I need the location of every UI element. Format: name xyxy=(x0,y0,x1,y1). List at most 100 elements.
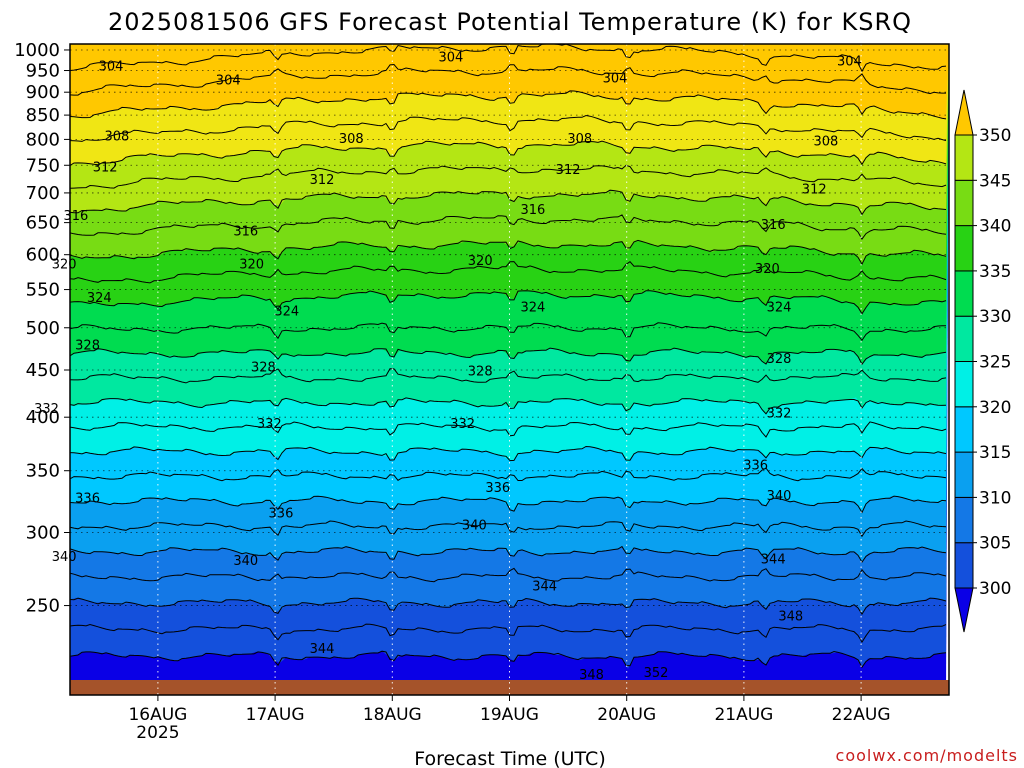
contour-line xyxy=(70,214,947,241)
contour-label: 308 xyxy=(104,129,129,144)
x-tick-sublabel: 2025 xyxy=(136,723,179,743)
contour-line xyxy=(70,445,947,462)
contour-label: 340 xyxy=(462,518,487,533)
x-tick-label: 16AUG xyxy=(128,705,187,725)
y-tick-label: 800 xyxy=(26,129,60,150)
colorbar-segment xyxy=(954,496,974,544)
colorbar-segment xyxy=(954,406,974,453)
credit-text: coolwx.com/modelts xyxy=(836,746,1018,765)
contour-line xyxy=(70,567,947,583)
contour-label: 308 xyxy=(339,132,364,147)
contour-label: 328 xyxy=(468,364,493,379)
contour-line xyxy=(70,44,947,73)
contour-label: 308 xyxy=(814,134,839,149)
x-tick-label: 19AUG xyxy=(480,705,539,725)
y-tick-label: 450 xyxy=(26,360,60,381)
contour-label: 324 xyxy=(274,305,299,320)
y-tick-label: 900 xyxy=(26,82,60,103)
contour-label: 340 xyxy=(233,554,258,569)
contour-line xyxy=(70,164,947,189)
contour-label: 328 xyxy=(767,352,792,367)
y-tick-label: 600 xyxy=(26,245,60,266)
contour-label: 312 xyxy=(93,160,118,175)
colorbar-label: 350 xyxy=(979,126,1011,146)
colorbar-label: 330 xyxy=(979,307,1011,327)
contour-label: 320 xyxy=(468,254,493,269)
colorbar-label: 310 xyxy=(979,488,1011,508)
contour-label: 324 xyxy=(521,301,546,316)
y-tick-label: 500 xyxy=(26,318,60,339)
contour-line xyxy=(70,368,947,384)
colorbar-label: 320 xyxy=(979,398,1011,418)
contour-label: 344 xyxy=(761,553,786,568)
contour-line xyxy=(70,650,947,669)
contour-label: 316 xyxy=(761,218,786,233)
contour-label: 304 xyxy=(438,51,463,66)
contour-line xyxy=(70,261,947,284)
x-tick-label: 21AUG xyxy=(714,705,773,725)
colorbar-label: 325 xyxy=(979,353,1011,373)
x-tick-label: 20AUG xyxy=(597,705,656,725)
contour-label: 320 xyxy=(755,262,780,277)
contour-line xyxy=(70,495,947,514)
contour-label: 336 xyxy=(485,481,510,496)
contour-line xyxy=(70,623,947,644)
contour-line xyxy=(70,597,947,616)
colorbar-segment xyxy=(954,315,974,363)
contour-label: 336 xyxy=(269,507,294,522)
contour-label: 304 xyxy=(216,74,241,89)
contour-label: 312 xyxy=(310,173,335,188)
colorbar-label: 340 xyxy=(979,217,1011,237)
contour-line xyxy=(70,467,947,482)
y-tick-label: 350 xyxy=(26,461,60,482)
contour-line xyxy=(70,90,947,120)
colorbar-segment xyxy=(954,179,974,227)
contour-label: 332 xyxy=(767,407,792,422)
contour-label: 344 xyxy=(310,642,335,657)
contour-label: 316 xyxy=(521,203,546,218)
x-tick-label: 17AUG xyxy=(246,705,305,725)
y-tick-label: 250 xyxy=(26,596,60,617)
contour-line xyxy=(70,421,947,438)
colorbar-segment xyxy=(954,270,974,317)
contour-label: 320 xyxy=(239,257,264,272)
contour-label: 324 xyxy=(767,301,792,316)
x-tick-label: 22AUG xyxy=(832,705,891,725)
contour-label: 312 xyxy=(556,163,581,178)
contour-line xyxy=(70,140,947,166)
colorbar-segment xyxy=(954,542,974,589)
contour-labels: 304 304 304 304 304 308 308 308 308 312 312 312 312 3… xyxy=(34,51,862,683)
contour-line xyxy=(70,239,947,266)
contour-line xyxy=(70,545,947,564)
contour-label: 328 xyxy=(75,338,100,353)
contour-label: 304 xyxy=(837,55,862,70)
colorbar-segment xyxy=(954,225,974,272)
contour-line xyxy=(70,63,946,96)
contour-label: 328 xyxy=(251,361,276,376)
y-tick-label: 650 xyxy=(26,213,60,234)
contour-line xyxy=(70,114,947,142)
contour-label: 316 xyxy=(63,209,88,224)
potential-temperature-contours xyxy=(70,44,947,669)
y-tick-label: 850 xyxy=(26,105,60,126)
contour-label: 308 xyxy=(567,132,592,147)
colorbar-label: 300 xyxy=(979,579,1011,599)
x-tick-label: 18AUG xyxy=(363,705,422,725)
x-axis-label: Forecast Time (UTC) xyxy=(414,748,605,768)
contour-label: 336 xyxy=(743,459,768,474)
contour-label: 332 xyxy=(34,402,59,417)
colorbar-segment xyxy=(954,361,974,408)
fill-band xyxy=(70,44,949,119)
contour-label: 312 xyxy=(802,183,827,198)
y-tick-label: 700 xyxy=(26,183,60,204)
contour-label: 336 xyxy=(75,492,100,507)
colorbar-label: 335 xyxy=(979,262,1011,282)
y-tick-label: 400 xyxy=(26,407,60,428)
contour-line xyxy=(70,290,947,315)
contour-label: 340 xyxy=(52,550,77,565)
y-tick-label: 750 xyxy=(26,155,60,176)
y-tick-label: 300 xyxy=(26,522,60,543)
y-tick-label: 950 xyxy=(26,61,60,82)
